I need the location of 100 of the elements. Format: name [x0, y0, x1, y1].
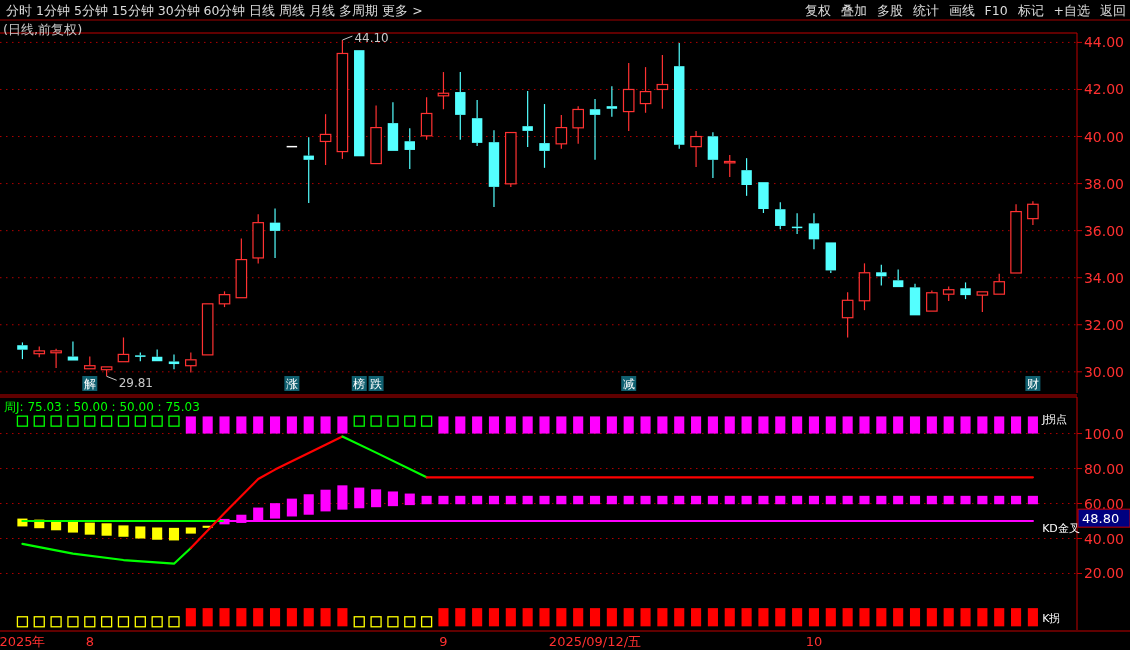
candlestick — [303, 136, 314, 204]
candlestick — [1010, 203, 1022, 274]
bar — [691, 495, 702, 505]
bar — [219, 608, 230, 627]
bar — [977, 608, 988, 627]
bar — [488, 608, 500, 627]
line-series — [21, 542, 192, 565]
y-tick-label: 20.00 — [1083, 565, 1124, 582]
candlestick — [808, 212, 820, 250]
candlestick — [656, 54, 669, 110]
bar — [724, 495, 735, 505]
bar — [707, 495, 718, 505]
bar — [741, 495, 752, 505]
annotation: 44.10 — [354, 31, 389, 46]
bar — [792, 495, 803, 505]
bar — [320, 416, 331, 434]
bar — [438, 608, 449, 627]
candlestick — [909, 283, 921, 316]
text: K拐 — [1042, 612, 1061, 625]
bar — [994, 416, 1005, 434]
x-tick-label: 10 — [805, 634, 823, 649]
bar — [775, 608, 786, 627]
candlestick — [488, 129, 500, 208]
bar — [320, 489, 331, 512]
bar — [320, 608, 331, 627]
bar — [438, 416, 449, 434]
bar — [775, 495, 786, 505]
bar — [842, 608, 853, 627]
bar — [505, 608, 516, 627]
bar — [589, 416, 601, 434]
y-tick-label: 30.00 — [1083, 363, 1124, 380]
bar — [893, 608, 904, 627]
y-tick-label: 80.00 — [1083, 460, 1124, 477]
bar — [876, 495, 887, 505]
bar — [909, 608, 921, 627]
bar — [303, 416, 314, 434]
bar — [168, 527, 180, 541]
bar — [539, 608, 550, 627]
annotation: 29.81 — [118, 376, 153, 391]
bar — [472, 416, 483, 434]
candlestick — [622, 62, 635, 132]
bar — [674, 608, 685, 627]
bar — [640, 416, 651, 434]
bar — [573, 495, 584, 505]
bar — [977, 495, 988, 505]
x-tick-label: 2025/09/12/五 — [548, 634, 642, 649]
bar — [135, 526, 146, 539]
x-tick-label: 榜 — [353, 377, 366, 391]
bar — [674, 495, 685, 505]
bar — [539, 416, 550, 434]
bar — [488, 416, 500, 434]
candlestick — [1027, 200, 1039, 226]
bar — [573, 416, 584, 434]
candlestick — [201, 303, 214, 356]
x-tick-label: 涨 — [285, 377, 298, 391]
candlestick — [235, 237, 248, 299]
bar — [1027, 495, 1038, 505]
bar — [556, 608, 567, 627]
bar — [505, 416, 516, 434]
candlestick — [319, 113, 332, 166]
bar — [303, 608, 314, 627]
chart-title: (日线,前复权) — [3, 22, 83, 37]
bar — [1011, 495, 1022, 505]
y-tick-label: 60.00 — [1083, 495, 1124, 512]
candlestick — [471, 99, 483, 147]
bar — [859, 608, 870, 627]
line-series — [189, 435, 344, 550]
bar — [792, 608, 803, 627]
bar — [606, 416, 617, 434]
bar — [1011, 416, 1022, 434]
bar — [724, 608, 735, 627]
y-tick-label: 40.00 — [1083, 128, 1124, 145]
x-tick-label: 财 — [1026, 377, 1039, 391]
y-tick-label: 42.00 — [1083, 81, 1124, 98]
candlestick — [606, 85, 618, 118]
bar — [994, 608, 1005, 627]
bar — [404, 493, 415, 506]
bar — [371, 489, 382, 508]
bar — [909, 416, 921, 434]
bar — [438, 495, 449, 505]
bar — [202, 608, 213, 627]
candlestick — [354, 50, 365, 157]
bar — [455, 416, 466, 434]
bar — [236, 416, 247, 434]
y-tick-label: 100.0 — [1083, 425, 1124, 442]
text: 分时 1分钟 5分钟 15分钟 30分钟 60分钟 日线 周线 月线 多周期 更多 > — [6, 3, 423, 18]
bar — [657, 608, 668, 627]
candlestick — [589, 98, 601, 161]
candlestick — [67, 340, 79, 361]
bar — [707, 416, 718, 434]
bar — [455, 495, 466, 505]
bar — [674, 416, 685, 434]
bar — [792, 416, 803, 434]
y-tick-label: 38.00 — [1083, 175, 1124, 192]
bar — [589, 495, 601, 505]
x-tick-label: 9 — [439, 634, 448, 649]
bar — [67, 521, 78, 533]
bar — [236, 608, 247, 627]
text: 48.80 — [1082, 511, 1120, 527]
bar — [893, 495, 904, 505]
